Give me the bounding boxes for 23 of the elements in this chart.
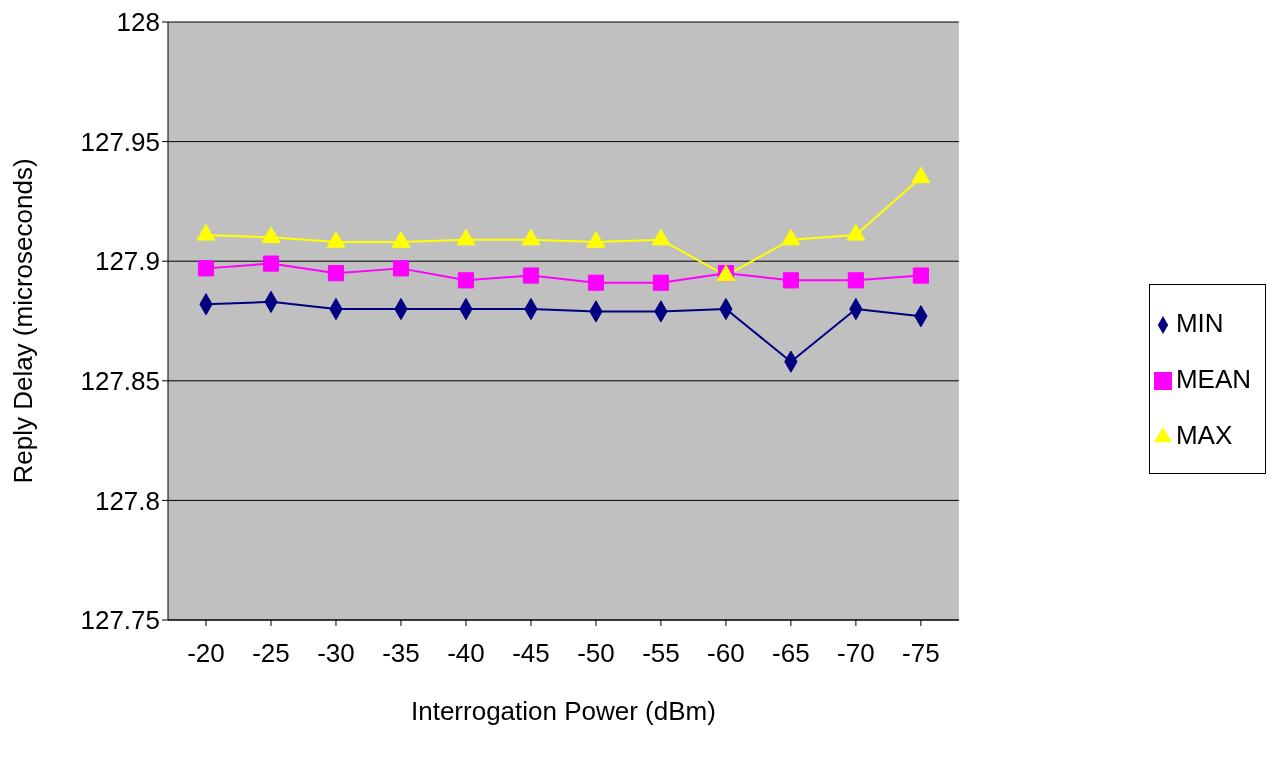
y-tick-label: 128 (116, 7, 160, 38)
x-tick-label: -45 (512, 638, 550, 669)
x-tick-label: -20 (187, 638, 225, 669)
y-tick-label: 127.75 (80, 605, 160, 636)
x-tick-label: -70 (837, 638, 875, 669)
legend-label: MIN (1175, 308, 1224, 338)
x-tick-label: -50 (577, 638, 615, 669)
x-tick-label: -60 (707, 638, 745, 669)
x-axis-title: Interrogation Power (dBm) (410, 696, 716, 726)
legend-label: MEAN (1175, 364, 1251, 394)
x-tick-label: -75 (902, 638, 940, 669)
x-tick-label: -65 (772, 638, 810, 669)
x-tick-label: -35 (382, 638, 420, 669)
y-tick-label: 127.9 (94, 246, 160, 277)
y-tick-label: 127.95 (80, 126, 160, 157)
x-tick-label: -55 (642, 638, 680, 669)
x-tick-label: -30 (317, 638, 355, 669)
y-axis-title: Reply Delay (microseconds) (8, 158, 39, 484)
x-tick-label: -25 (252, 638, 290, 669)
y-tick-label: 127.85 (80, 366, 160, 397)
x-tick-label: -40 (447, 638, 485, 669)
y-tick-label: 127.8 (94, 485, 160, 516)
legend-label: MAX (1175, 420, 1233, 450)
